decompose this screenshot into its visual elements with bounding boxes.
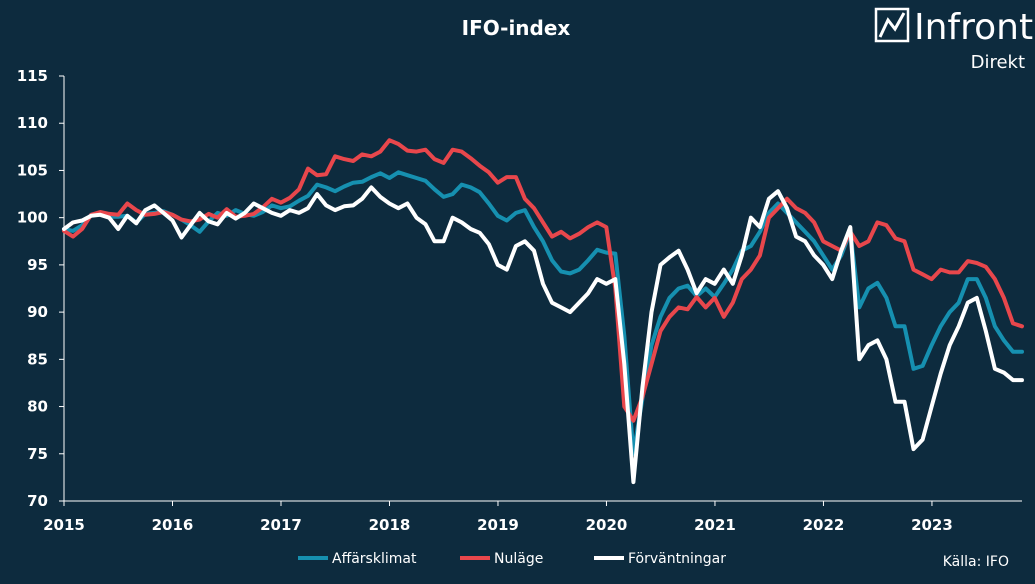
y-tick-label: 85: [27, 350, 48, 368]
x-tick-label: 2022: [803, 516, 845, 534]
x-axis: 2015 2016 2017 2018 2019 2020 2021 2022 2023: [43, 501, 953, 534]
y-tick-label: 80: [27, 398, 48, 416]
legend-label: Affärsklimat: [332, 551, 417, 567]
x-tick-label: 2021: [694, 516, 736, 534]
x-tick-label: 2015: [43, 516, 85, 534]
x-tick-label: 2016: [152, 516, 194, 534]
logo-name: Infront: [914, 7, 1033, 48]
legend-label: Förväntningar: [628, 551, 726, 567]
legend-label: Nuläge: [494, 551, 543, 567]
y-tick-label: 95: [27, 256, 48, 274]
x-tick-label: 2023: [911, 516, 953, 534]
y-tick-label: 90: [27, 303, 48, 321]
y-tick-label: 105: [17, 161, 48, 179]
y-tick-label: 100: [17, 209, 48, 227]
chart-title: IFO-index: [462, 16, 571, 40]
axes: [63, 76, 1022, 502]
x-tick-label: 2018: [369, 516, 411, 534]
x-tick-label: 2020: [586, 516, 628, 534]
logo-mark-icon: [874, 7, 910, 43]
infront-logo: Infront Direkt: [874, 7, 1033, 73]
y-axis: 70 75 80 85 90 95 100 105 110 115: [17, 67, 64, 510]
y-tick-label: 115: [17, 67, 48, 85]
series-line-2: [62, 138, 1024, 423]
y-tick-label: 75: [27, 445, 48, 463]
plot-area: [62, 138, 1024, 485]
source-label: Källa: IFO: [943, 554, 1009, 570]
x-tick-label: 2017: [260, 516, 302, 534]
x-tick-label: 2019: [477, 516, 519, 534]
legend: Affärsklimat Nuläge Förväntningar: [298, 551, 726, 567]
y-tick-label: 110: [17, 114, 48, 132]
series-line-3: [62, 185, 1024, 485]
logo-sub: Direkt: [971, 52, 1025, 73]
y-tick-label: 70: [27, 492, 48, 510]
